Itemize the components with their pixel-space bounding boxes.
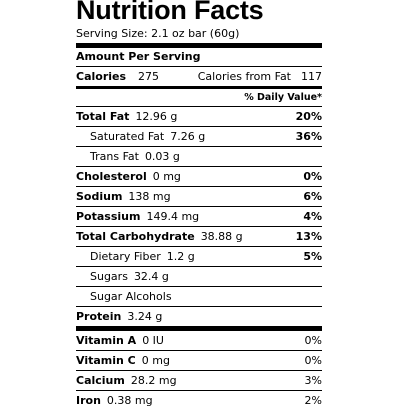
vitamin-daily-value: 2% — [304, 394, 322, 407]
nutrient-name: Sodium — [76, 190, 123, 203]
calories-from-fat-value: 117 — [301, 70, 322, 83]
vitamin-name: Calcium — [76, 374, 125, 387]
nutrient-row-trans-fat: Trans Fat 0.03 g — [76, 147, 322, 167]
calories-from-fat-label: Calories from Fat — [197, 70, 291, 83]
nutrient-amount: 0 mg — [152, 170, 181, 183]
nutrient-amount: 38.88 g — [200, 230, 243, 243]
vitamin-amount: 0 mg — [141, 354, 170, 367]
nutrient-daily-value: 6% — [303, 190, 322, 203]
vitamin-row-vitamin-c: Vitamin C 0 mg 0% — [76, 351, 322, 371]
nutrient-name: Total Fat — [76, 110, 130, 123]
nutrient-row-sugars: Sugars 32.4 g — [76, 267, 322, 287]
vitamin-amount: 0.38 mg — [106, 394, 153, 407]
nutrient-name: Sugars — [90, 270, 128, 283]
nutrient-row-sugar-alcohols: Sugar Alcohols — [76, 287, 322, 307]
nutrient-daily-value: 0% — [303, 170, 322, 183]
nutrient-row-saturated-fat: Saturated Fat 7.26 g 36% — [76, 127, 322, 147]
nutrient-amount: 32.4 g — [133, 270, 169, 283]
serving-size: Serving Size: 2.1 oz bar (60g) — [76, 27, 240, 40]
nutrient-daily-value: 36% — [295, 130, 322, 143]
nutrient-row-sodium: Sodium 138 mg 6% — [76, 187, 322, 207]
nutrient-row-cholesterol: Cholesterol 0 mg 0% — [76, 167, 322, 187]
nutrient-name: Dietary Fiber — [90, 250, 161, 263]
vitamin-name: Vitamin A — [76, 334, 137, 347]
calories-row: Calories 275 Calories from Fat 117 — [76, 67, 322, 86]
nutrient-name: Protein — [76, 310, 122, 323]
nutrient-name: Cholesterol — [76, 170, 147, 183]
amount-per-serving: Amount Per Serving — [76, 48, 322, 67]
vitamin-daily-value: 3% — [304, 374, 322, 387]
vitamin-name: Iron — [76, 394, 101, 407]
nutrient-daily-value: 5% — [303, 250, 322, 263]
nutrient-amount: 138 mg — [128, 190, 171, 203]
label-title: Nutrition Facts — [76, 0, 264, 25]
nutrient-name: Potassium — [76, 210, 141, 223]
nutrient-name: Trans Fat — [90, 150, 139, 163]
vitamin-amount: 0 IU — [142, 334, 164, 347]
medium-divider — [76, 86, 322, 89]
vitamin-daily-value: 0% — [304, 334, 322, 347]
nutrient-amount: 0.03 g — [144, 150, 180, 163]
thick-divider — [76, 326, 322, 331]
nutrient-row-potassium: Potassium 149.4 mg 4% — [76, 207, 322, 227]
nutrient-row-dietary-fiber: Dietary Fiber 1.2 g 5% — [76, 247, 322, 267]
nutrient-daily-value: 4% — [303, 210, 322, 223]
nutrient-name: Sugar Alcohols — [90, 290, 172, 303]
nutrient-daily-value: 20% — [295, 110, 322, 123]
daily-value-header: % Daily Value* — [76, 89, 322, 107]
calories-value: 275 — [138, 70, 160, 83]
nutrition-facts-label: Nutrition Facts Serving Size: 2.1 oz bar… — [76, 0, 322, 410]
nutrient-name: Total Carbohydrate — [76, 230, 195, 243]
thick-divider — [76, 43, 322, 48]
vitamin-daily-value: 0% — [304, 354, 322, 367]
nutrient-amount: 1.2 g — [166, 250, 195, 263]
nutrient-amount: 7.26 g — [170, 130, 206, 143]
nutrient-name: Saturated Fat — [90, 130, 165, 143]
nutrient-row-protein: Protein 3.24 g — [76, 307, 322, 326]
nutrient-amount: 3.24 g — [127, 310, 163, 323]
vitamin-row-calcium: Calcium 28.2 mg 3% — [76, 371, 322, 391]
nutrient-row-total-fat: Total Fat 12.96 g 20% — [76, 107, 322, 127]
nutrient-row-total-carbohydrate: Total Carbohydrate 38.88 g 13% — [76, 227, 322, 247]
nutrient-amount: 149.4 mg — [146, 210, 200, 223]
vitamin-amount: 28.2 mg — [130, 374, 177, 387]
calories-label: Calories — [76, 70, 127, 83]
vitamin-row-vitamin-a: Vitamin A 0 IU 0% — [76, 331, 322, 351]
nutrient-amount: 12.96 g — [135, 110, 178, 123]
vitamin-name: Vitamin C — [76, 354, 136, 367]
nutrient-daily-value: 13% — [295, 230, 322, 243]
vitamin-row-iron: Iron 0.38 mg 2% — [76, 391, 322, 410]
